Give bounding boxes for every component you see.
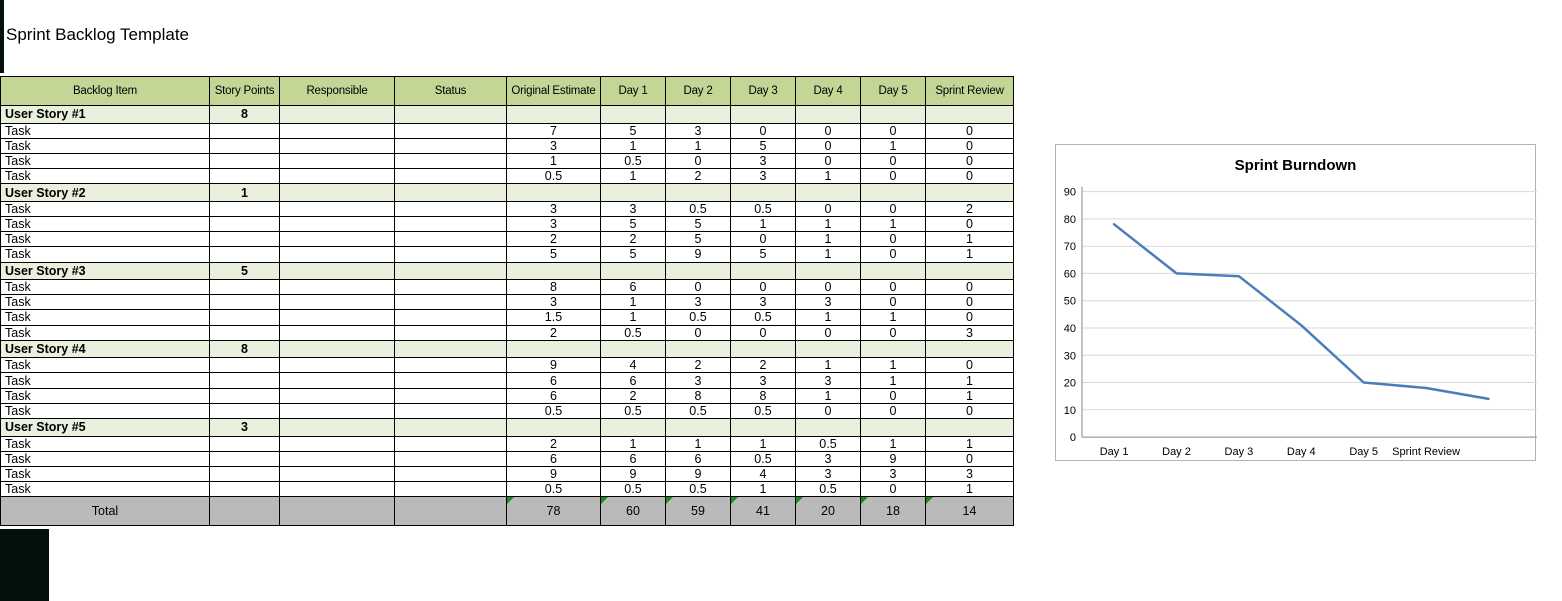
svg-text:20: 20 (1064, 378, 1076, 390)
svg-text:90: 90 (1064, 187, 1076, 199)
svg-text:10: 10 (1064, 405, 1076, 417)
svg-text:Day 4: Day 4 (1287, 446, 1316, 458)
svg-text:70: 70 (1064, 241, 1076, 253)
svg-text:50: 50 (1064, 296, 1076, 308)
svg-text:Day 3: Day 3 (1225, 446, 1254, 458)
svg-text:Day 2: Day 2 (1162, 446, 1191, 458)
svg-text:30: 30 (1064, 350, 1076, 362)
svg-text:60: 60 (1064, 268, 1076, 280)
svg-text:80: 80 (1064, 214, 1076, 226)
svg-text:Sprint Review: Sprint Review (1392, 446, 1460, 458)
svg-text:Day 5: Day 5 (1349, 446, 1378, 458)
svg-text:40: 40 (1064, 323, 1076, 335)
svg-text:0: 0 (1070, 432, 1076, 444)
svg-text:Day 1: Day 1 (1100, 446, 1129, 458)
